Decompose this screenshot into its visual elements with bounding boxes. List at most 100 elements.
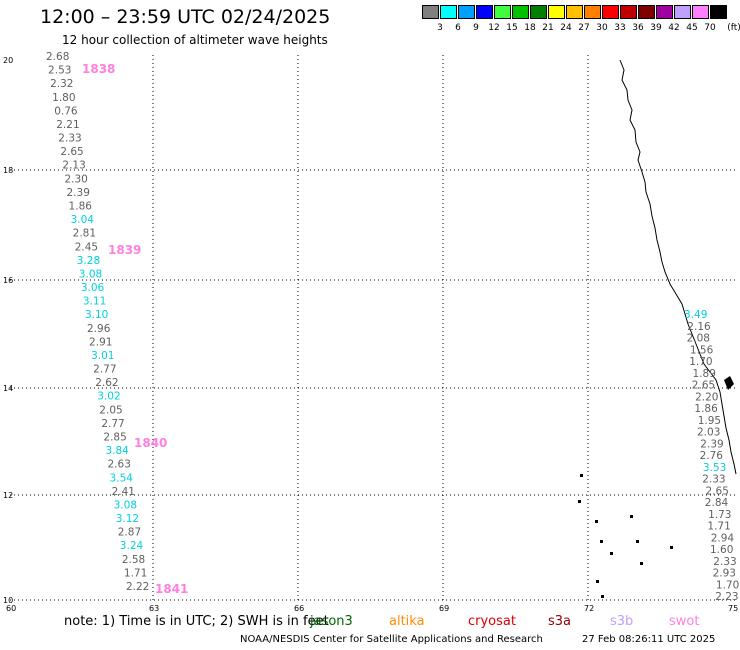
wave-height-value: 2.05 — [99, 404, 122, 416]
wave-height-value: 1.86 — [69, 200, 93, 212]
wave-height-value: 2.77 — [101, 418, 124, 430]
wave-height-value: 3.24 — [120, 540, 144, 552]
legend-swatch — [602, 5, 619, 19]
pass-time-label: 1838 — [82, 62, 115, 76]
pass-time-label: 1841 — [155, 582, 188, 596]
wave-height-value: 3.08 — [79, 268, 102, 280]
legend-swatch — [458, 5, 475, 19]
axis-ticks: 60 63 66 69 72 75 20 18 16 14 12 10 — [3, 56, 738, 613]
wave-height-value: 3.10 — [85, 309, 108, 321]
wave-height-value: 2.30 — [64, 173, 87, 185]
y-tick-label: 16 — [3, 276, 13, 285]
wave-height-value: 2.39 — [700, 438, 723, 450]
legend-label: 12 — [488, 23, 500, 33]
legend-swatch — [530, 5, 547, 19]
coastline-islet — [640, 562, 643, 565]
legend-swatch — [422, 5, 439, 19]
satellite-name: cryosat — [468, 614, 516, 629]
legend-label: 36 — [632, 23, 644, 33]
wave-height-value: 3.28 — [77, 255, 100, 267]
legend-swatch — [656, 5, 673, 19]
x-tick-label: 66 — [294, 604, 304, 613]
legend-label: 42 — [668, 23, 680, 33]
wave-height-value: 3.84 — [105, 445, 129, 457]
wave-height-value: 2.76 — [700, 450, 724, 462]
wave-height-value: 2.33 — [713, 556, 736, 568]
coastline-islet — [601, 595, 604, 598]
legend-swatch — [494, 5, 511, 19]
lat-lon-grid — [10, 55, 735, 601]
satellite-name: swot — [669, 614, 700, 629]
wave-height-value: 2.87 — [118, 527, 141, 539]
wave-height-value: 2.65 — [692, 380, 715, 392]
legend-label: 18 — [524, 23, 536, 33]
satellite-track-a: 2.68 2.532.32 1.800.76 2.21 2.332.65 2.132.30… — [46, 51, 188, 596]
wave-height-value: 2.62 — [95, 377, 118, 389]
wave-height-value: 3.01 — [91, 350, 114, 362]
wave-height-value: 2.91 — [89, 336, 112, 348]
satellite-name: jason3 — [310, 614, 353, 629]
wave-height-value: 2.13 — [62, 160, 85, 172]
wave-height-value: 2.32 — [50, 78, 73, 90]
wave-height-value: 1.71 — [124, 567, 147, 579]
wave-height-value: 1.56 — [690, 344, 714, 356]
legend-swatch — [638, 5, 655, 19]
wave-height-value: 2.45 — [75, 241, 98, 253]
wave-height-value: 1.60 — [710, 544, 733, 556]
wave-height-value: 3.53 — [703, 462, 726, 474]
legend-swatch — [692, 5, 709, 19]
wave-height-value: 2.16 — [687, 321, 711, 333]
coastline-islet — [670, 546, 673, 549]
wave-height-value: 2.20 — [695, 391, 718, 403]
legend-label: 9 — [473, 23, 479, 33]
wave-height-value: 3.12 — [116, 513, 139, 525]
satellite-name: s3b — [610, 614, 634, 629]
coastline-islet — [610, 552, 613, 555]
legend-label: 24 — [560, 23, 572, 33]
wave-height-value: 2.68 — [46, 51, 69, 63]
x-tick-label: 63 — [149, 604, 159, 613]
wave-height-value: 0.76 — [54, 105, 78, 117]
footer-note: note: 1) Time is in UTC; 2) SWH is in fe… — [64, 614, 329, 629]
wave-height-value: 2.65 — [706, 485, 729, 497]
coastline-islet — [600, 540, 603, 543]
wave-height-value: 2.39 — [67, 187, 90, 199]
pass-time-label: 1839 — [108, 243, 141, 257]
wave-height-value: 3.54 — [110, 472, 134, 484]
legend-swatch — [620, 5, 637, 19]
y-tick-label: 10 — [3, 596, 13, 605]
satellite-name: s3a — [548, 614, 572, 629]
x-tick-label: 75 — [728, 604, 738, 613]
x-tick-label: 72 — [584, 604, 594, 613]
wave-height-value: 2.23 — [715, 591, 738, 603]
wave-height-value: 2.53 — [48, 65, 71, 77]
wave-height-value: 2.21 — [56, 119, 79, 131]
credit-line: NOAA/NESDIS Center for Satellite Applica… — [240, 634, 543, 645]
y-tick-label: 20 — [3, 56, 13, 65]
coastline-islet — [578, 500, 581, 503]
legend-swatch — [512, 5, 529, 19]
satellite-name: altika — [389, 614, 425, 629]
legend-swatch — [584, 5, 601, 19]
wave-height-value: 1.71 — [707, 521, 730, 533]
legend-label: 27 — [578, 23, 590, 33]
legend-label: 15 — [506, 23, 518, 33]
wave-height-value: 3.11 — [83, 296, 106, 308]
wave-height-value: 1.70 — [716, 579, 739, 591]
wave-height-value: 1.89 — [693, 368, 716, 380]
wave-height-value: 2.33 — [58, 133, 81, 145]
legend-swatch — [566, 5, 583, 19]
legend-swatch — [476, 5, 493, 19]
wave-height-value: 2.41 — [112, 486, 135, 498]
wave-height-value: 1.95 — [698, 415, 721, 427]
legend-swatch — [440, 5, 457, 19]
legend-label: 33 — [614, 23, 626, 33]
wave-height-value: 3.04 — [71, 214, 95, 226]
update-timestamp: 27 Feb 08:26:11 UTC 2025 — [582, 634, 716, 645]
wave-height-value: 2.94 — [711, 532, 735, 544]
coastline-path — [619, 59, 737, 475]
wave-height-value: 2.65 — [60, 146, 83, 158]
wave-height-value: 1.70 — [689, 356, 712, 368]
wave-height-value: 2.84 — [705, 497, 729, 509]
